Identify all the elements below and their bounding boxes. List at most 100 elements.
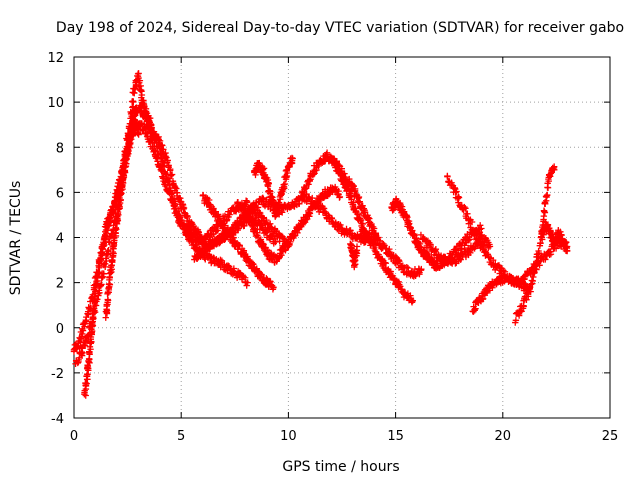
data-point	[105, 284, 112, 292]
y-tick-label: 4	[56, 232, 64, 247]
data-point	[278, 252, 285, 259]
data-point	[289, 155, 296, 162]
data-point	[113, 226, 120, 233]
data-point	[355, 194, 362, 202]
data-point	[258, 271, 265, 278]
data-point	[105, 246, 112, 254]
data-point	[542, 200, 549, 208]
data-point	[315, 162, 322, 170]
data-point	[104, 299, 111, 306]
y-tick-label: 10	[47, 96, 64, 111]
data-point	[135, 130, 142, 137]
data-point	[543, 192, 551, 199]
x-tick-label: 10	[280, 429, 297, 444]
data-point	[102, 314, 109, 321]
data-point	[284, 169, 291, 177]
data-point	[143, 129, 150, 137]
data-point	[114, 208, 122, 216]
data-point	[359, 220, 367, 228]
data-point	[166, 167, 174, 174]
x-tick-label: 20	[495, 429, 512, 444]
data-point	[184, 213, 191, 221]
data-point	[173, 189, 181, 196]
data-point	[234, 219, 242, 226]
data-point	[310, 171, 317, 178]
data-point	[106, 218, 113, 225]
data-point	[270, 200, 277, 208]
data-point	[270, 283, 277, 291]
data-point	[312, 203, 320, 211]
data-point	[74, 359, 81, 367]
y-tick-label: 12	[47, 51, 64, 66]
data-point	[164, 157, 171, 164]
data-point	[98, 281, 105, 288]
data-point	[275, 201, 283, 208]
y-tick-label: 2	[56, 277, 64, 292]
x-axis-ticks: 0 5 10 15 20 25	[70, 57, 618, 444]
x-tick-label: 0	[70, 429, 78, 444]
data-point	[541, 208, 548, 215]
y-tick-label: -2	[51, 367, 64, 382]
y-axis-ticks: -4 -2 0 2 4 6 8 10 12	[47, 51, 610, 427]
data-point	[334, 162, 342, 169]
y-axis-title: SDTVAR / TECUs	[8, 181, 24, 296]
data-point	[269, 194, 276, 201]
data-point	[332, 158, 339, 165]
data-point	[96, 259, 103, 267]
data-point	[351, 187, 359, 195]
data-point	[311, 167, 319, 174]
data-point	[219, 236, 226, 243]
x-axis-title: GPS time / hours	[282, 459, 399, 475]
y-tick-label: 8	[56, 141, 64, 156]
data-point	[320, 205, 328, 212]
data-point	[243, 199, 250, 206]
data-point	[160, 146, 167, 153]
data-point	[117, 197, 124, 204]
data-point	[104, 248, 112, 255]
data-point	[359, 202, 366, 210]
data-point	[172, 203, 179, 211]
data-point	[97, 255, 105, 262]
data-point	[243, 282, 250, 289]
data-point	[247, 216, 255, 223]
data-point	[278, 209, 286, 216]
data-point	[163, 154, 170, 161]
data-point	[127, 108, 134, 116]
x-tick-label: 5	[177, 429, 185, 444]
data-point	[174, 210, 181, 218]
data-point	[230, 234, 237, 241]
data-point	[100, 243, 107, 250]
data-point	[263, 216, 270, 224]
data-point	[128, 129, 135, 136]
data-point	[213, 241, 220, 248]
data-point	[256, 209, 263, 216]
data-point	[254, 229, 261, 237]
x-tick-label: 25	[602, 429, 619, 444]
data-point	[162, 182, 169, 190]
data-point	[96, 289, 103, 297]
y-tick-label: 6	[56, 186, 64, 201]
data-point	[356, 215, 364, 222]
data-point	[96, 268, 103, 276]
data-point	[83, 370, 91, 378]
data-point	[175, 211, 182, 219]
data-point	[168, 171, 176, 178]
data-point	[79, 327, 87, 334]
data-point	[259, 214, 267, 221]
data-point	[129, 104, 136, 111]
data-point	[336, 193, 344, 201]
data-point	[272, 238, 279, 246]
data-point	[344, 185, 352, 192]
data-point	[87, 346, 94, 353]
data-point	[131, 116, 138, 124]
data-point	[107, 214, 114, 221]
data-point	[361, 208, 369, 216]
data-point	[106, 274, 113, 281]
data-point	[99, 273, 106, 281]
data-point	[328, 214, 335, 222]
data-point	[129, 97, 137, 105]
data-point	[259, 194, 266, 202]
data-point	[171, 184, 179, 191]
data-point	[119, 179, 126, 186]
data-point	[193, 255, 201, 262]
